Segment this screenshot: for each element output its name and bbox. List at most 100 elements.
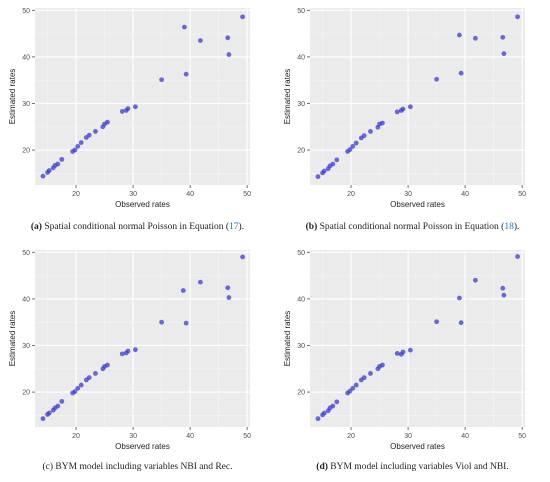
data-point [40, 416, 46, 422]
x-tick-label: 20 [347, 191, 355, 198]
data-point [458, 320, 464, 326]
data-point [105, 362, 110, 368]
caption-b-equation-link[interactable]: 18 [504, 222, 514, 232]
data-point [315, 174, 321, 180]
data-point [240, 254, 245, 260]
scatter-plot-a: 20 30 40 50 20 30 40 50 Observed rates Estimated … [8, 8, 251, 209]
plot-background [310, 250, 525, 427]
plot-background [35, 250, 250, 427]
x-axis-title: Observed rates [390, 442, 445, 451]
data-point [105, 119, 110, 125]
data-point [457, 32, 462, 38]
caption-a: (a) Spatial conditional normal Poisson i… [0, 222, 275, 232]
y-tick-label: 40 [22, 54, 30, 61]
data-point [458, 70, 464, 76]
x-tick-label: 40 [186, 191, 194, 198]
y-tick-label: 20 [22, 390, 30, 397]
data-point [132, 347, 138, 353]
data-point [93, 129, 98, 134]
data-point [334, 399, 340, 405]
caption-b-text: Spatial conditional normal Poisson in Eq… [317, 222, 505, 232]
data-point [240, 14, 245, 20]
y-axis-title: Estimated rates [283, 69, 292, 125]
x-tick-label: 50 [243, 433, 251, 440]
data-point [72, 389, 78, 394]
data-point [361, 133, 367, 139]
data-point [500, 285, 506, 291]
data-point [350, 143, 356, 149]
data-point [75, 385, 81, 391]
y-tick-label: 40 [297, 296, 305, 303]
y-tick-label: 50 [22, 250, 30, 257]
scatter-plot-b: 20 30 40 50 20 30 40 50 Observed rates Estimated … [283, 8, 526, 209]
y-axis-title: Estimated rates [8, 311, 17, 367]
y-tick-label: 20 [297, 148, 305, 155]
data-point [368, 129, 373, 134]
data-point [119, 109, 125, 114]
data-point [515, 14, 520, 20]
data-point [353, 140, 359, 146]
caption-d-tag: (d) [316, 462, 328, 472]
scatter-plot-d: 20 30 40 50 20 30 40 50 Observed rates Estimated … [283, 250, 526, 451]
data-point [361, 375, 367, 381]
data-point [46, 168, 52, 173]
data-point [40, 173, 46, 179]
data-point [225, 285, 231, 291]
data-point [400, 349, 406, 355]
caption-a-text: Spatial conditional normal Poisson in Eq… [41, 222, 230, 232]
data-point [159, 319, 165, 325]
x-tick-label: 30 [404, 433, 412, 440]
y-tick-label: 50 [297, 250, 305, 257]
data-point [500, 34, 506, 40]
data-point [78, 140, 84, 146]
x-tick-label: 40 [461, 191, 469, 198]
y-tick-label: 40 [297, 54, 305, 61]
caption-a-end: ). [238, 222, 245, 232]
data-point [353, 382, 359, 388]
x-tick-label: 30 [129, 191, 137, 198]
data-point [394, 351, 400, 356]
data-point [46, 410, 52, 416]
data-point [72, 147, 78, 153]
x-tick-label: 50 [518, 191, 526, 198]
panel-c: 20 30 40 50 20 30 40 50 Observed rates Estimated … [0, 242, 275, 482]
scatter-plot-c: 20 30 40 50 20 30 40 50 Observed rates Estimated … [8, 250, 251, 451]
caption-a-tag: (a) [30, 222, 42, 232]
data-point [182, 24, 187, 30]
data-point [334, 157, 340, 163]
plot-background [310, 8, 525, 185]
y-tick-label: 20 [297, 390, 305, 397]
data-point [330, 161, 336, 167]
y-tick-label: 20 [22, 148, 30, 155]
data-point [315, 416, 321, 422]
data-point [321, 410, 327, 416]
x-tick-label: 30 [404, 191, 412, 198]
caption-c-text: (c) BYM model including variables NBI an… [42, 462, 233, 472]
data-point [434, 319, 440, 325]
data-point [407, 104, 413, 110]
data-point [55, 403, 61, 409]
caption-d-text: BYM model including variables Viol and N… [327, 462, 509, 472]
data-point [183, 71, 189, 77]
x-tick-label: 20 [72, 433, 80, 440]
data-point [125, 106, 131, 112]
y-tick-label: 50 [297, 8, 305, 15]
x-tick-label: 50 [518, 433, 526, 440]
data-point [132, 104, 138, 110]
data-point [59, 398, 65, 404]
data-point [380, 362, 385, 368]
x-tick-label: 20 [347, 433, 355, 440]
y-tick-label: 50 [22, 8, 30, 15]
x-tick-label: 30 [129, 433, 137, 440]
caption-b-tag: (b) [305, 222, 318, 232]
caption-d: (d) BYM model including variables Viol a… [275, 462, 550, 472]
x-tick-label: 50 [243, 191, 251, 198]
data-point [472, 277, 478, 283]
data-point [197, 279, 203, 285]
data-point [368, 371, 373, 376]
caption-a-equation-link[interactable]: 17 [229, 222, 239, 232]
data-point [350, 385, 356, 391]
data-point [75, 143, 81, 149]
y-tick-label: 40 [22, 296, 30, 303]
y-tick-label: 30 [22, 101, 30, 108]
